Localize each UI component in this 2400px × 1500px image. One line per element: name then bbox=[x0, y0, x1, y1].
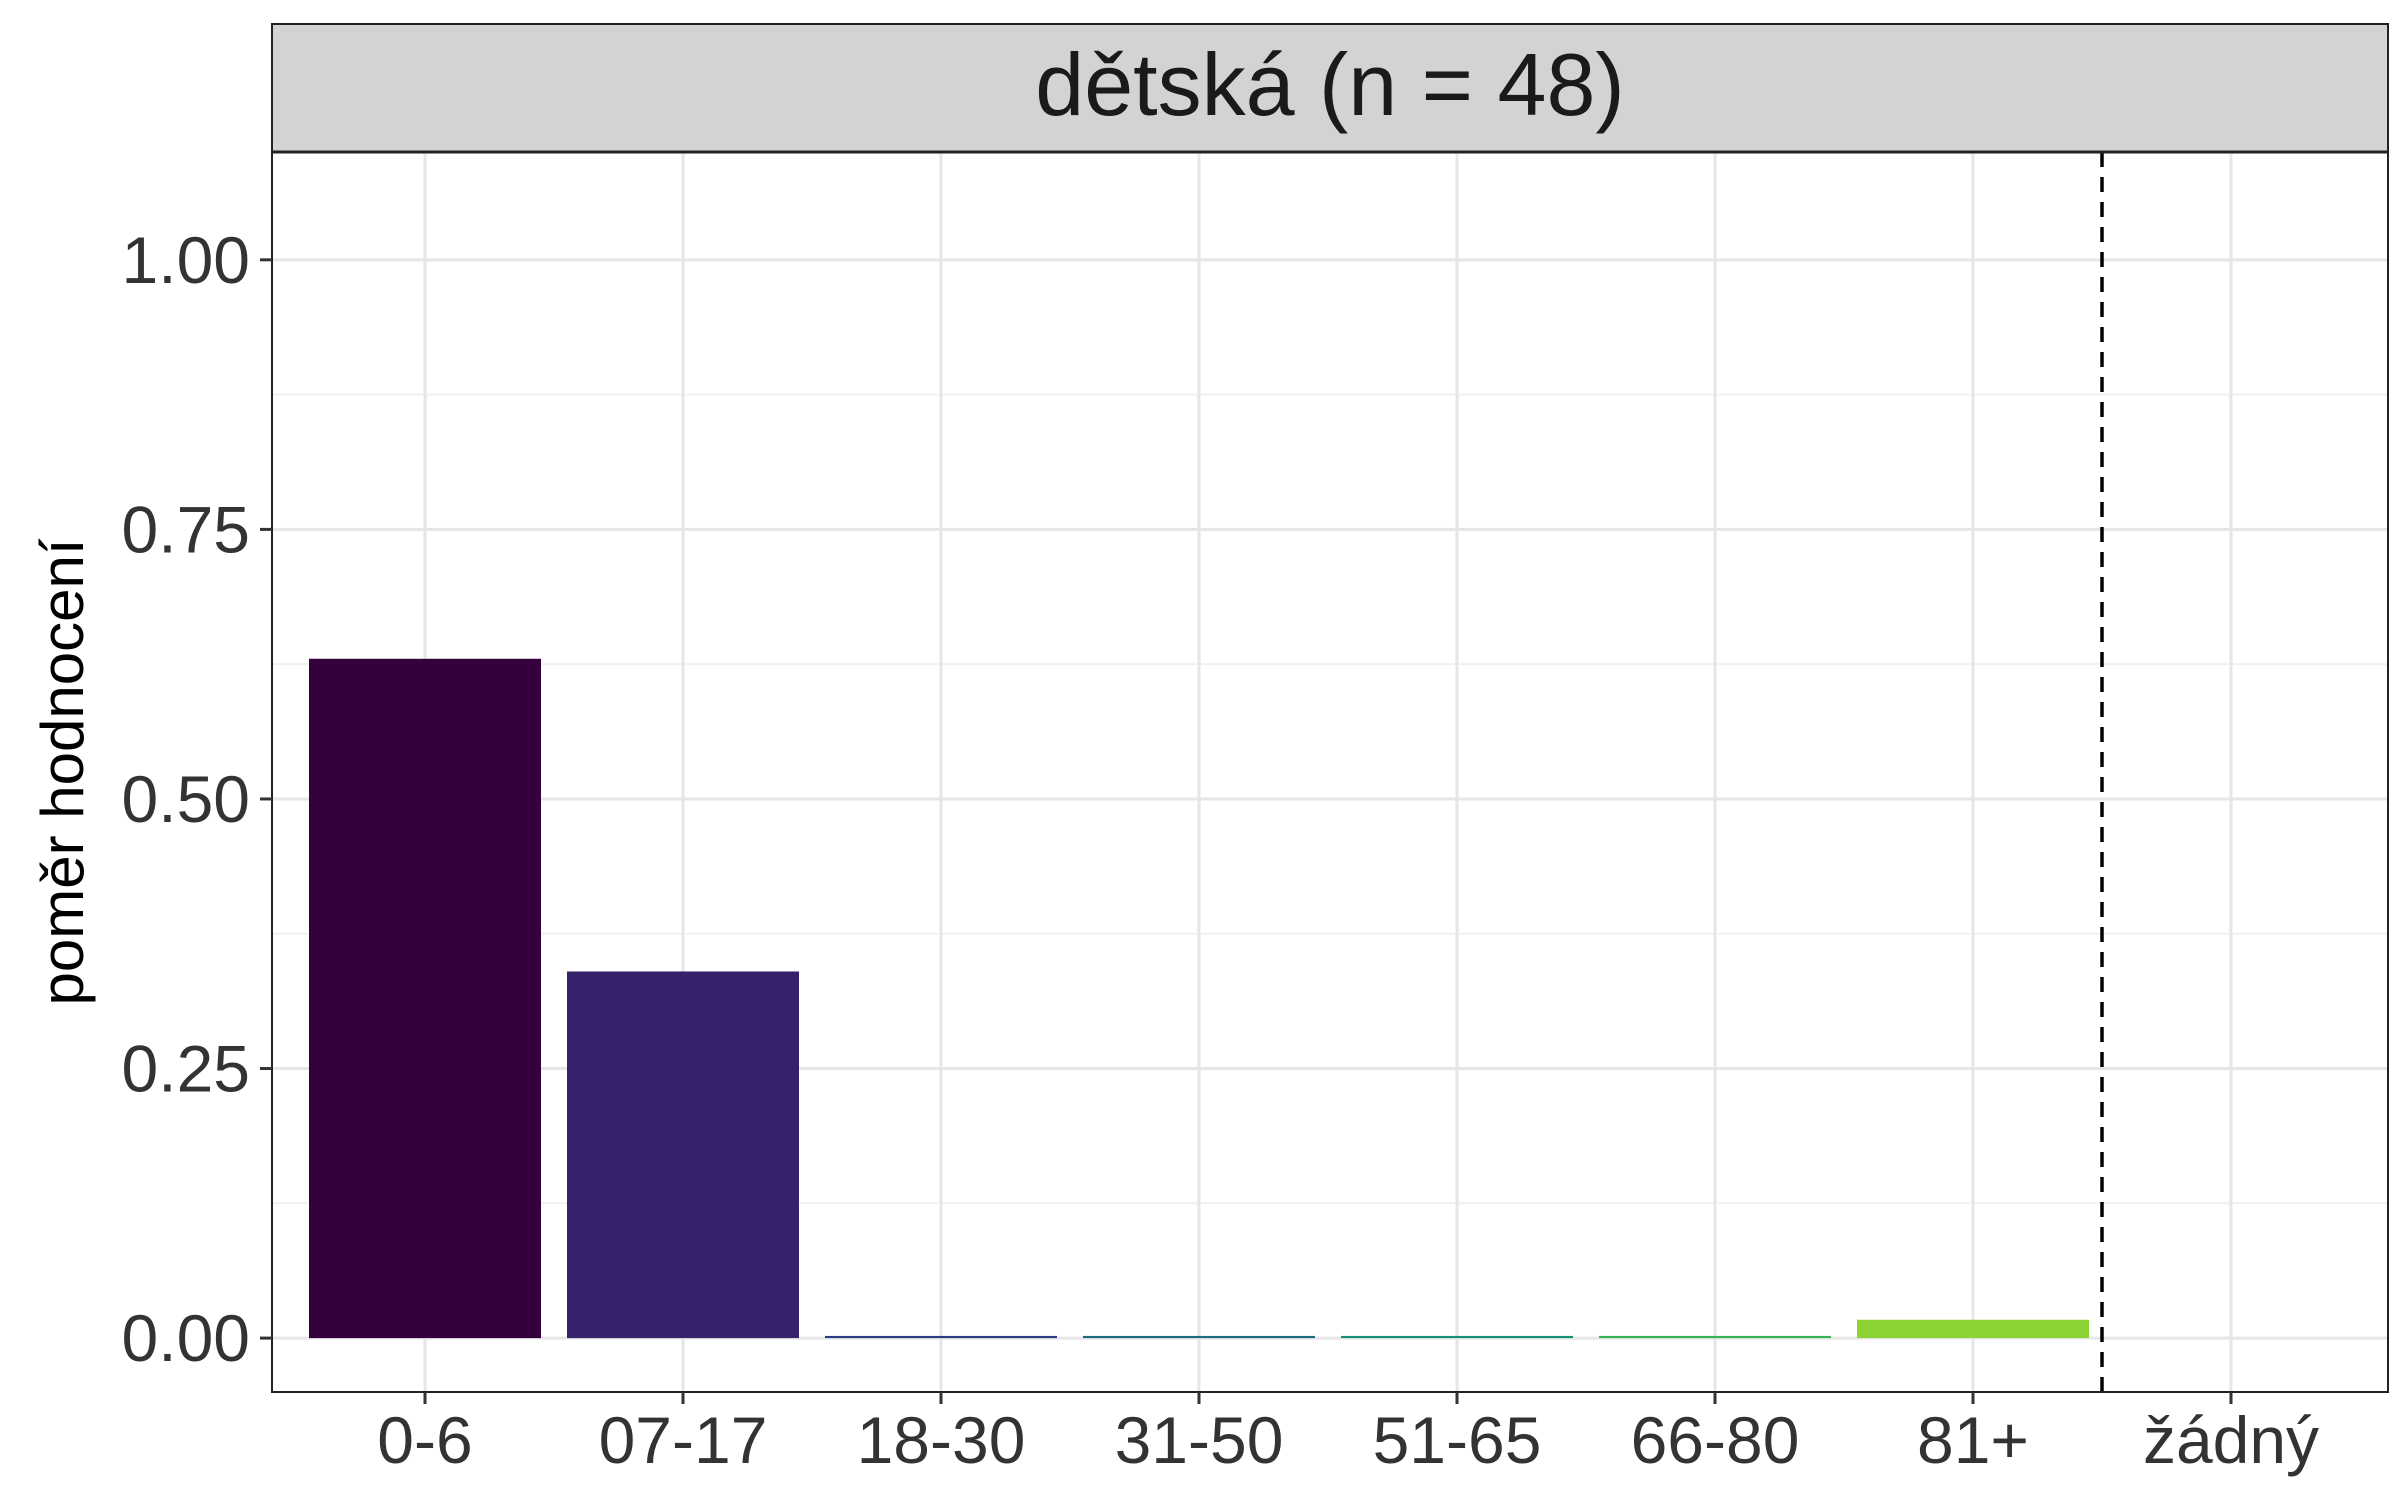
bars bbox=[309, 658, 2089, 1339]
bar-07-17 bbox=[567, 971, 799, 1339]
x-axis: 0-6 07-17 18-30 31-50 51-65 66-80 81+ žádný bbox=[377, 1392, 2319, 1477]
x-tick-label: 0-6 bbox=[377, 1403, 472, 1477]
bar-81+ bbox=[1857, 1319, 2089, 1339]
x-tick-label: 07-17 bbox=[599, 1403, 768, 1477]
bar-18-30 bbox=[825, 1335, 1057, 1339]
bar-51-65 bbox=[1341, 1335, 1573, 1339]
x-tick-label: 51-65 bbox=[1373, 1403, 1542, 1477]
y-tick-label: 1.00 bbox=[122, 223, 250, 297]
facet-strip-title: dětská (n = 48) bbox=[1035, 35, 1624, 134]
x-tick-label: 66-80 bbox=[1631, 1403, 1800, 1477]
y-tick-label: 0.50 bbox=[122, 762, 250, 836]
bar-31-50 bbox=[1083, 1335, 1315, 1339]
x-tick-label: 31-50 bbox=[1115, 1403, 1284, 1477]
y-tick-label: 0.75 bbox=[122, 492, 250, 566]
y-tick-label: 0.00 bbox=[122, 1301, 250, 1375]
y-tick-label: 0.25 bbox=[122, 1032, 250, 1106]
facet-strip bbox=[273, 25, 2387, 152]
bar-66-80 bbox=[1599, 1335, 1831, 1339]
x-tick-label: 18-30 bbox=[857, 1403, 1026, 1477]
x-tick-label: 81+ bbox=[1917, 1403, 2029, 1477]
panel-border bbox=[271, 23, 2389, 1393]
y-axis-label: poměr hodnocení bbox=[29, 538, 96, 1005]
y-axis: 0.00 0.25 0.50 0.75 1.00 bbox=[122, 223, 272, 1375]
bar-0-6 bbox=[309, 658, 541, 1339]
x-tick-label: žádný bbox=[2143, 1403, 2319, 1477]
